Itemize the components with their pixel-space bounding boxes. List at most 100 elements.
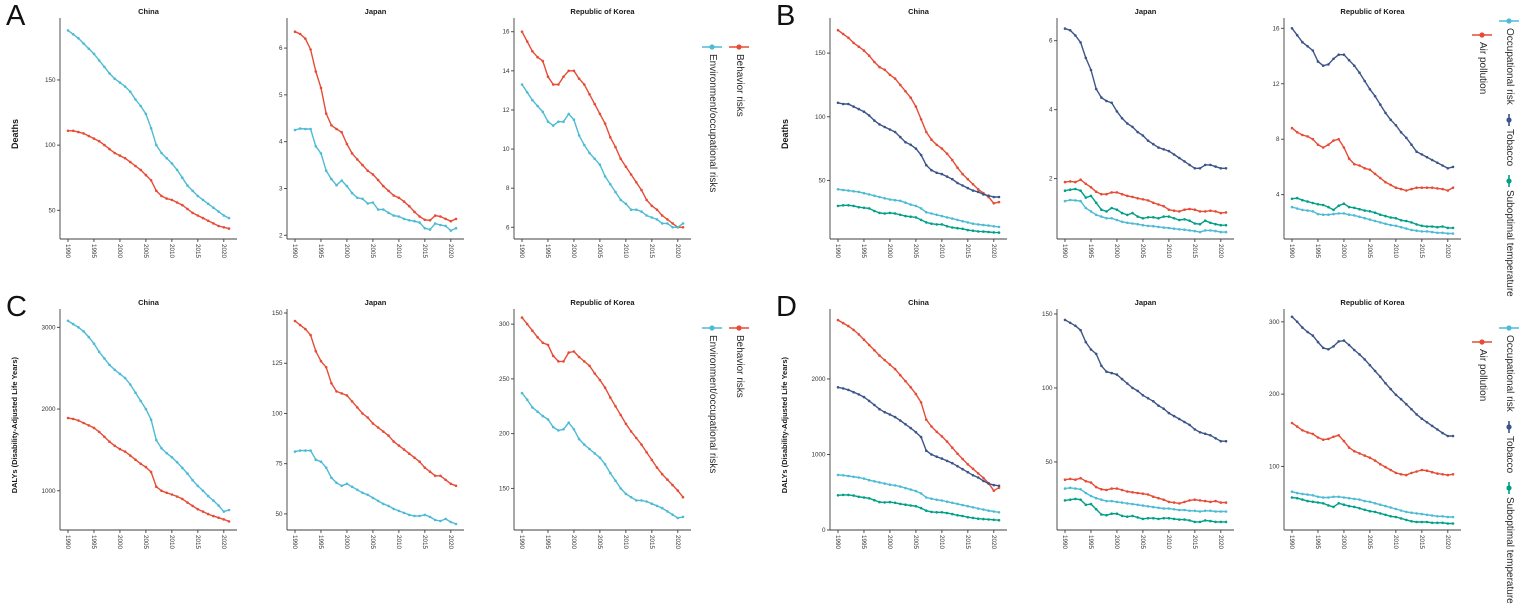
series-environment-occupational-risks bbox=[66, 29, 231, 220]
x-tick-label: 2020 bbox=[674, 535, 681, 550]
x-tick-label: 2010 bbox=[395, 244, 402, 259]
x-tick-label: 2010 bbox=[622, 244, 629, 259]
legend-item-tobacco: Tobacco bbox=[1504, 420, 1515, 473]
legend-key-icon bbox=[1506, 174, 1512, 187]
y-tick-label: 16 bbox=[502, 29, 510, 36]
legend-key-icon bbox=[1506, 420, 1512, 433]
axes: 50 100 150 1990 1995 2000 2005 2010 2015 2020 bbox=[815, 18, 1007, 259]
legend-item-behavior-risks: Behavior risks bbox=[728, 323, 750, 398]
series-air-pollution bbox=[1290, 126, 1455, 192]
x-tick-label: 1995 bbox=[1314, 535, 1321, 550]
legend-column: Behavior risks bbox=[728, 323, 750, 398]
y-tick-label: 150 bbox=[499, 485, 510, 492]
x-tick-label: 1990 bbox=[291, 535, 298, 550]
subplots-d: China 0 1000 2000 1990 1995 2000 2005 2010 2015 20… bbox=[800, 296, 1469, 566]
series-tobacco bbox=[836, 101, 1001, 199]
subplot-republic-of-korea: Republic of Korea 150 200 250 300 1990 1995 200… bbox=[499, 298, 691, 550]
axes: 50 100 150 1990 1995 2000 2005 2010 2015 2020 bbox=[45, 18, 237, 259]
subplot-title: Republic of Korea bbox=[570, 298, 635, 307]
x-tick-label: 2000 bbox=[886, 535, 893, 550]
subplot-republic-of-korea: Republic of Korea 6 8 10 12 14 16 1990 1995 2000 2… bbox=[502, 7, 691, 259]
y-axis-label-wrap: DALYs (Disability-Adjusted Life Years) bbox=[780, 291, 789, 560]
x-tick-label: 2010 bbox=[1165, 244, 1172, 259]
x-tick-label: 2015 bbox=[964, 244, 971, 259]
x-tick-label: 2020 bbox=[674, 244, 681, 259]
panel-b: B Deaths China 50 100 150 1990 1995 2000 2005 20… bbox=[770, 0, 1535, 297]
legend-item-environment-occupational-risks: Environment/occupational risks bbox=[701, 323, 723, 473]
legend-label: Behavior risks bbox=[734, 54, 745, 117]
subplot-china: China 50 100 150 1990 1995 2000 2005 2010 2015 202… bbox=[45, 7, 237, 259]
y-tick-label: 2 bbox=[279, 232, 283, 239]
x-tick-label: 1990 bbox=[1288, 244, 1295, 259]
legend-key-icon bbox=[1499, 325, 1519, 331]
axes: 6 8 10 12 14 16 1990 1995 2000 2005 2010 2015 2020 bbox=[502, 18, 691, 259]
x-tick-label: 2020 bbox=[1217, 535, 1224, 550]
series-suboptimal-temperature bbox=[1290, 496, 1455, 525]
x-tick-label: 2010 bbox=[1392, 535, 1399, 550]
series-tobacco bbox=[1063, 27, 1228, 170]
x-tick-label: 2010 bbox=[1165, 535, 1172, 550]
x-tick-label: 2000 bbox=[1340, 535, 1347, 550]
legend-key-icon bbox=[1506, 481, 1512, 494]
subplot-title: Republic of Korea bbox=[570, 7, 635, 16]
legend-key-icon bbox=[702, 44, 722, 50]
series-suboptimal-temperature bbox=[836, 204, 1001, 234]
panel-label-a: A bbox=[6, 0, 26, 32]
x-tick-label: 2015 bbox=[194, 535, 201, 550]
y-tick-label: 3000 bbox=[41, 324, 56, 331]
y-tick-label: 6 bbox=[279, 45, 283, 52]
x-tick-label: 2015 bbox=[421, 244, 428, 259]
x-tick-label: 2005 bbox=[369, 535, 376, 550]
x-tick-label: 2020 bbox=[1444, 535, 1451, 550]
y-tick-label: 200 bbox=[499, 431, 510, 438]
y-tick-label: 8 bbox=[506, 185, 510, 192]
series-suboptimal-temperature bbox=[1063, 187, 1228, 227]
axes: 4 8 12 16 1990 1995 2000 2005 2010 2015 2020 bbox=[1272, 18, 1461, 259]
legend-column: Occupational risk Tobacco Suboptimal tempe… bbox=[1498, 16, 1520, 297]
x-tick-label: 2020 bbox=[990, 244, 997, 259]
x-tick-label: 1995 bbox=[860, 535, 867, 550]
x-tick-label: 2000 bbox=[116, 244, 123, 259]
y-tick-label: 100 bbox=[815, 114, 826, 121]
y-tick-label: 4 bbox=[279, 139, 283, 146]
y-tick-label: 300 bbox=[499, 321, 510, 328]
panel-a: A Deaths China 50 100 150 1990 1995 2000 2005 20… bbox=[0, 0, 770, 291]
x-tick-label: 2020 bbox=[447, 244, 454, 259]
x-tick-label: 2020 bbox=[1444, 244, 1451, 259]
x-tick-label: 2005 bbox=[1139, 244, 1146, 259]
subplot-republic-of-korea: Republic of Korea 4 8 12 16 1990 1995 2000 2005 2… bbox=[1272, 7, 1461, 259]
y-tick-label: 0 bbox=[822, 527, 826, 534]
y-axis-label: Deaths bbox=[10, 118, 20, 149]
series-suboptimal-temperature bbox=[836, 493, 1001, 522]
x-tick-label: 1990 bbox=[834, 244, 841, 259]
x-tick-label: 1995 bbox=[317, 535, 324, 550]
x-tick-label: 1995 bbox=[317, 244, 324, 259]
x-tick-label: 2020 bbox=[447, 535, 454, 550]
x-tick-label: 1990 bbox=[64, 535, 71, 550]
panel-label-c: C bbox=[6, 291, 27, 323]
x-tick-label: 2000 bbox=[570, 535, 577, 550]
x-tick-label: 1995 bbox=[90, 244, 97, 259]
x-tick-label: 2015 bbox=[1191, 244, 1198, 259]
x-tick-label: 1995 bbox=[90, 535, 97, 550]
subplot-title: China bbox=[138, 7, 160, 16]
x-tick-label: 2020 bbox=[1217, 244, 1224, 259]
x-tick-label: 2015 bbox=[194, 244, 201, 259]
legend-key-icon bbox=[729, 325, 749, 331]
legend-b: Air pollution Occupational risk Tobacco Sub… bbox=[1471, 0, 1520, 297]
x-tick-label: 2010 bbox=[1392, 244, 1399, 259]
x-tick-label: 2015 bbox=[1418, 535, 1425, 550]
x-tick-label: 2000 bbox=[570, 244, 577, 259]
y-tick-label: 8 bbox=[1276, 136, 1280, 143]
y-tick-label: 50 bbox=[1045, 459, 1053, 466]
axes: 150 200 250 300 1990 1995 2000 2005 2010 2015 2020 bbox=[499, 309, 691, 550]
subplot-china: China 50 100 150 1990 1995 2000 2005 2010 2015 202… bbox=[815, 7, 1007, 259]
axes: 100 200 300 1990 1995 2000 2005 2010 2015 2020 bbox=[1269, 309, 1461, 550]
y-tick-label: 100 bbox=[1269, 463, 1280, 470]
y-tick-label: 300 bbox=[1269, 319, 1280, 326]
x-tick-label: 1990 bbox=[834, 535, 841, 550]
legend-d: Air pollution Occupational risk Tobacco Sub… bbox=[1471, 291, 1520, 604]
legend-item-occupational-risk: Occupational risk bbox=[1498, 16, 1520, 105]
subplot-japan: Japan 50 100 150 1990 1995 2000 2005 2010 2015 202… bbox=[1042, 298, 1234, 550]
y-tick-label: 5 bbox=[279, 92, 283, 99]
